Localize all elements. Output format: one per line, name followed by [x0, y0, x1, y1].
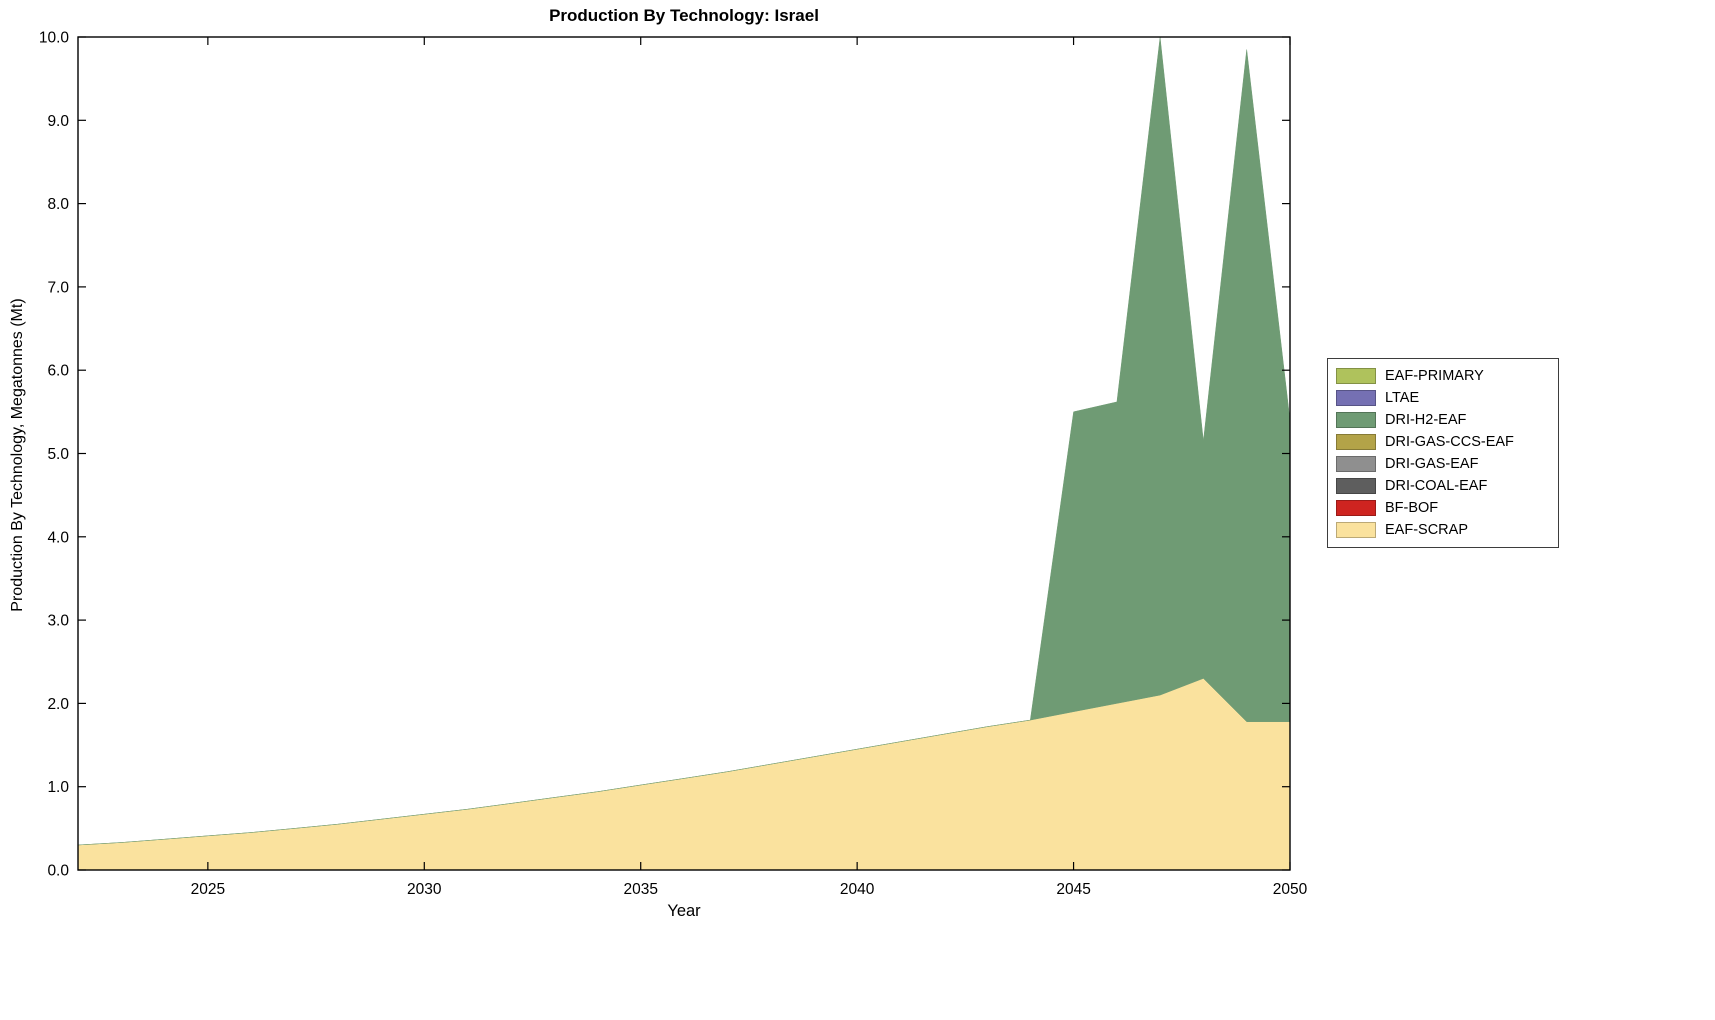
legend-label: DRI-GAS-CCS-EAF	[1385, 434, 1514, 450]
y-tick-label: 10.0	[39, 30, 70, 47]
y-tick-label: 6.0	[47, 363, 69, 380]
legend-label: DRI-H2-EAF	[1385, 412, 1467, 428]
y-tick-label: 0.0	[47, 863, 69, 880]
legend-swatch	[1336, 412, 1376, 428]
legend-swatch	[1336, 368, 1376, 384]
legend-item-dri-gas-eaf: DRI-GAS-EAF	[1336, 453, 1550, 475]
x-tick-label: 2035	[623, 881, 657, 898]
y-tick-label: 8.0	[47, 196, 69, 213]
x-axis-label: Year	[667, 902, 701, 920]
x-tick-label: 2030	[407, 881, 442, 898]
legend-label: BF-BOF	[1385, 500, 1439, 516]
x-tick-label: 2045	[1056, 881, 1090, 898]
legend-swatch	[1336, 478, 1376, 494]
legend-swatch	[1336, 522, 1376, 538]
x-tick-label: 2040	[840, 881, 875, 898]
y-tick-label: 1.0	[47, 779, 69, 796]
legend-swatch	[1336, 434, 1376, 450]
legend-item-eaf-primary: EAF-PRIMARY	[1336, 365, 1550, 387]
y-tick-label: 5.0	[47, 446, 69, 463]
legend-label: DRI-GAS-EAF	[1385, 456, 1479, 472]
legend-item-dri-gas-ccs-eaf: DRI-GAS-CCS-EAF	[1336, 431, 1550, 453]
legend-swatch	[1336, 390, 1376, 406]
y-tick-label: 4.0	[47, 529, 69, 546]
legend-item-eaf-scrap: EAF-SCRAP	[1336, 519, 1550, 541]
legend-item-bf-bof: BF-BOF	[1336, 497, 1550, 519]
legend: EAF-PRIMARY LTAE DRI-H2-EAF DRI-GAS-CCS-EAF…	[1327, 358, 1559, 548]
legend-label: EAF-PRIMARY	[1385, 368, 1484, 384]
y-tick-label: 3.0	[47, 613, 69, 630]
area-series-eaf-scrap	[77, 678, 1291, 871]
legend-item-dri-coal-eaf: DRI-COAL-EAF	[1336, 475, 1550, 497]
y-tick-label: 2.0	[47, 696, 69, 713]
legend-swatch	[1336, 456, 1376, 472]
x-tick-label: 2025	[191, 881, 225, 898]
y-axis-label: Production By Technology, Megatonnes (Mt…	[9, 298, 26, 612]
legend-swatch	[1336, 500, 1376, 516]
legend-label: DRI-COAL-EAF	[1385, 478, 1488, 494]
legend-label: LTAE	[1385, 390, 1420, 406]
legend-item-ltae: LTAE	[1336, 387, 1550, 409]
chart-title: Production By Technology: Israel	[549, 6, 819, 25]
y-tick-label: 7.0	[47, 279, 69, 296]
x-tick-label: 2050	[1273, 881, 1308, 898]
legend-item-dri-h2-eaf: DRI-H2-EAF	[1336, 409, 1550, 431]
y-tick-label: 9.0	[47, 113, 69, 130]
legend-label: EAF-SCRAP	[1385, 522, 1468, 538]
